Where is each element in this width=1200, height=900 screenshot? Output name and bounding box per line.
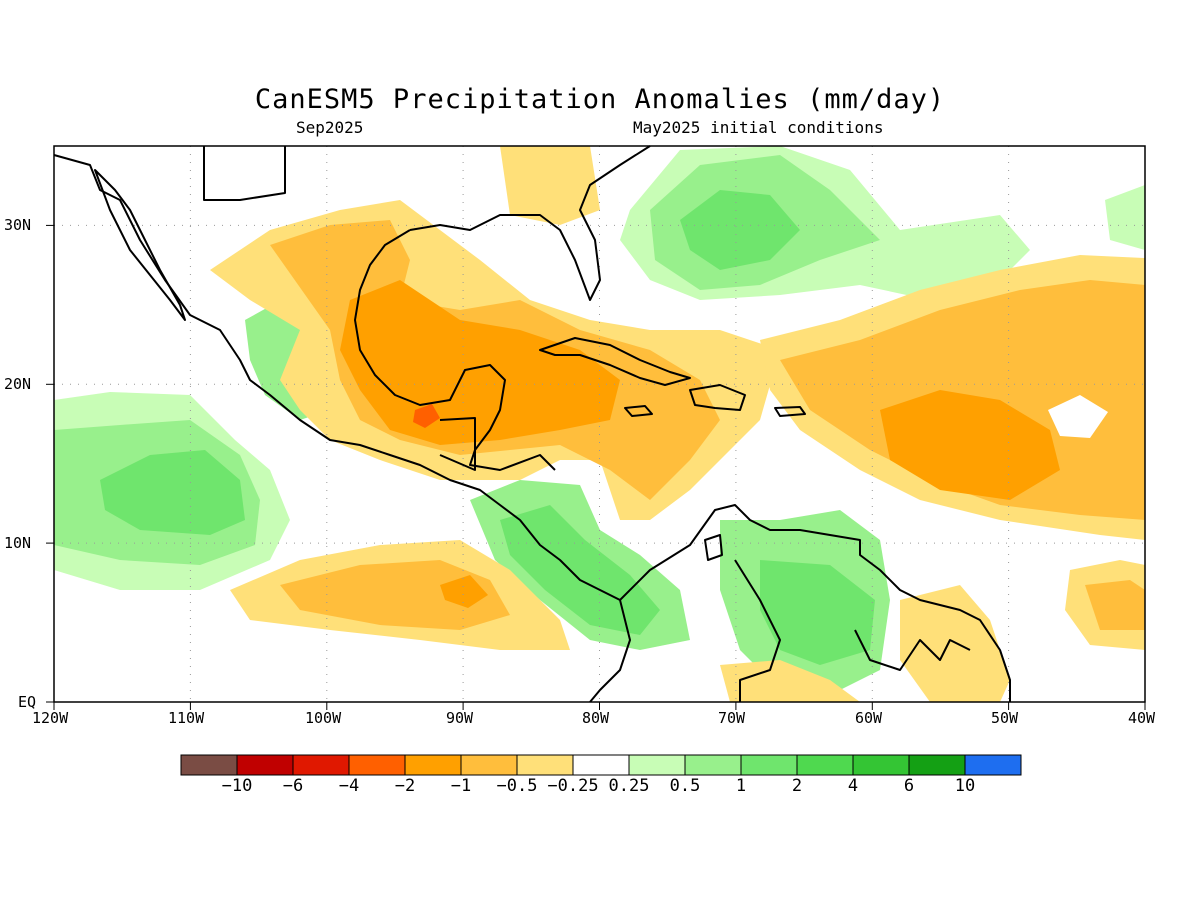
colorbar-label: −1 [450,776,472,796]
colorbar-label: 6 [903,776,915,796]
coastline-guyana-border [854,629,971,671]
lon-label-110w: 110W [168,709,205,727]
dry-region-us-southeast [500,146,600,225]
colorbar-label: −0.25 [547,776,599,796]
valid-month-label: Sep2025 [296,118,364,137]
lon-label-60w: 60W [855,709,883,727]
colorbar-swatch [404,754,462,776]
coastline-mexico-pacific [53,154,631,703]
initial-conditions-label: May2025 initial conditions [633,118,884,137]
dry-region-venezuela-coast [720,660,860,702]
wet-region-eastern-pacific-max [100,450,245,535]
colorbar-swatch [684,754,742,776]
colorbar-label: −0.5 [496,776,538,796]
tick-marks [46,224,1146,710]
colorbar-swatch [236,754,294,776]
coastline-venezuela-border [734,559,781,702]
lon-label-90w: 90W [446,709,474,727]
coastline-puerto-rico [774,406,806,417]
colorbar-swatch [796,754,854,776]
colorbar-swatch [572,754,630,776]
colorbar-label: −4 [338,776,360,796]
wet-region-northern-south-america-core [760,560,875,665]
colorbar-swatch [348,754,406,776]
colorbar-swatch [292,754,350,776]
anomaly-field [54,146,1145,702]
coastline-south-america-north [619,504,1011,702]
colorbar-label: −6 [282,776,304,796]
colorbar [180,754,1022,776]
lon-label-120w: 120W [32,709,69,727]
lon-label-40w: 40W [1128,709,1156,727]
lon-label-100w: 100W [305,709,342,727]
colorbar-label: 1 [735,776,747,796]
map-title: CanESM5 Precipitation Anomalies (mm/day) [254,84,946,115]
coastlines [53,145,1011,703]
lon-label-80w: 80W [582,709,610,727]
colorbar-swatch [460,754,518,776]
wet-region-tropical-atlantic-gap [1048,395,1108,438]
colorbar-label: 0.5 [669,776,701,796]
coastline-baja [94,169,186,321]
dry-region-eastern-pacific-south-core [280,560,510,630]
colorbar-swatch [908,754,966,776]
colorbar-swatch [180,754,238,776]
dry-region-caribbean-max [340,280,620,445]
coastline-us-gulf [409,145,651,301]
wet-region-east-atlantic [1105,185,1145,250]
lon-label-50w: 50W [991,709,1019,727]
wet-region-atlantic-north-max [680,190,800,270]
coastline-guatemala-border [439,417,476,471]
colorbar-label: −10 [221,776,253,796]
lat-label-10n: 10N [4,534,32,552]
dry-region-yucatan-peak [413,404,440,428]
lat-label-30n: 30N [4,216,32,234]
colorbar-swatch [852,754,910,776]
colorbar-swatch [964,754,1022,776]
colorbar-label: −2 [394,776,416,796]
coastline-hispaniola [689,384,746,411]
colorbar-label: 10 [954,776,976,796]
colorbar-label: 2 [791,776,803,796]
colorbar-swatch [628,754,686,776]
coastline-jamaica [624,405,653,417]
lat-label-eq: EQ [18,693,37,711]
coastline-gulf [354,229,556,471]
dry-region-eastern-pacific-south-max [440,575,488,608]
dry-region-east-atlantic-south-core [1085,580,1145,630]
colorbar-label: 4 [847,776,859,796]
coastline-lake-maracaibo [704,534,723,561]
lon-label-70w: 70W [718,709,746,727]
dry-region-tropical-atlantic-max [880,390,1060,500]
colorbar-label: 0.25 [608,776,650,796]
coastline-us-border [203,146,286,201]
lat-label-20n: 20N [4,375,32,393]
coastline-cuba [539,337,691,386]
colorbar-swatch [516,754,574,776]
colorbar-swatch [740,754,798,776]
